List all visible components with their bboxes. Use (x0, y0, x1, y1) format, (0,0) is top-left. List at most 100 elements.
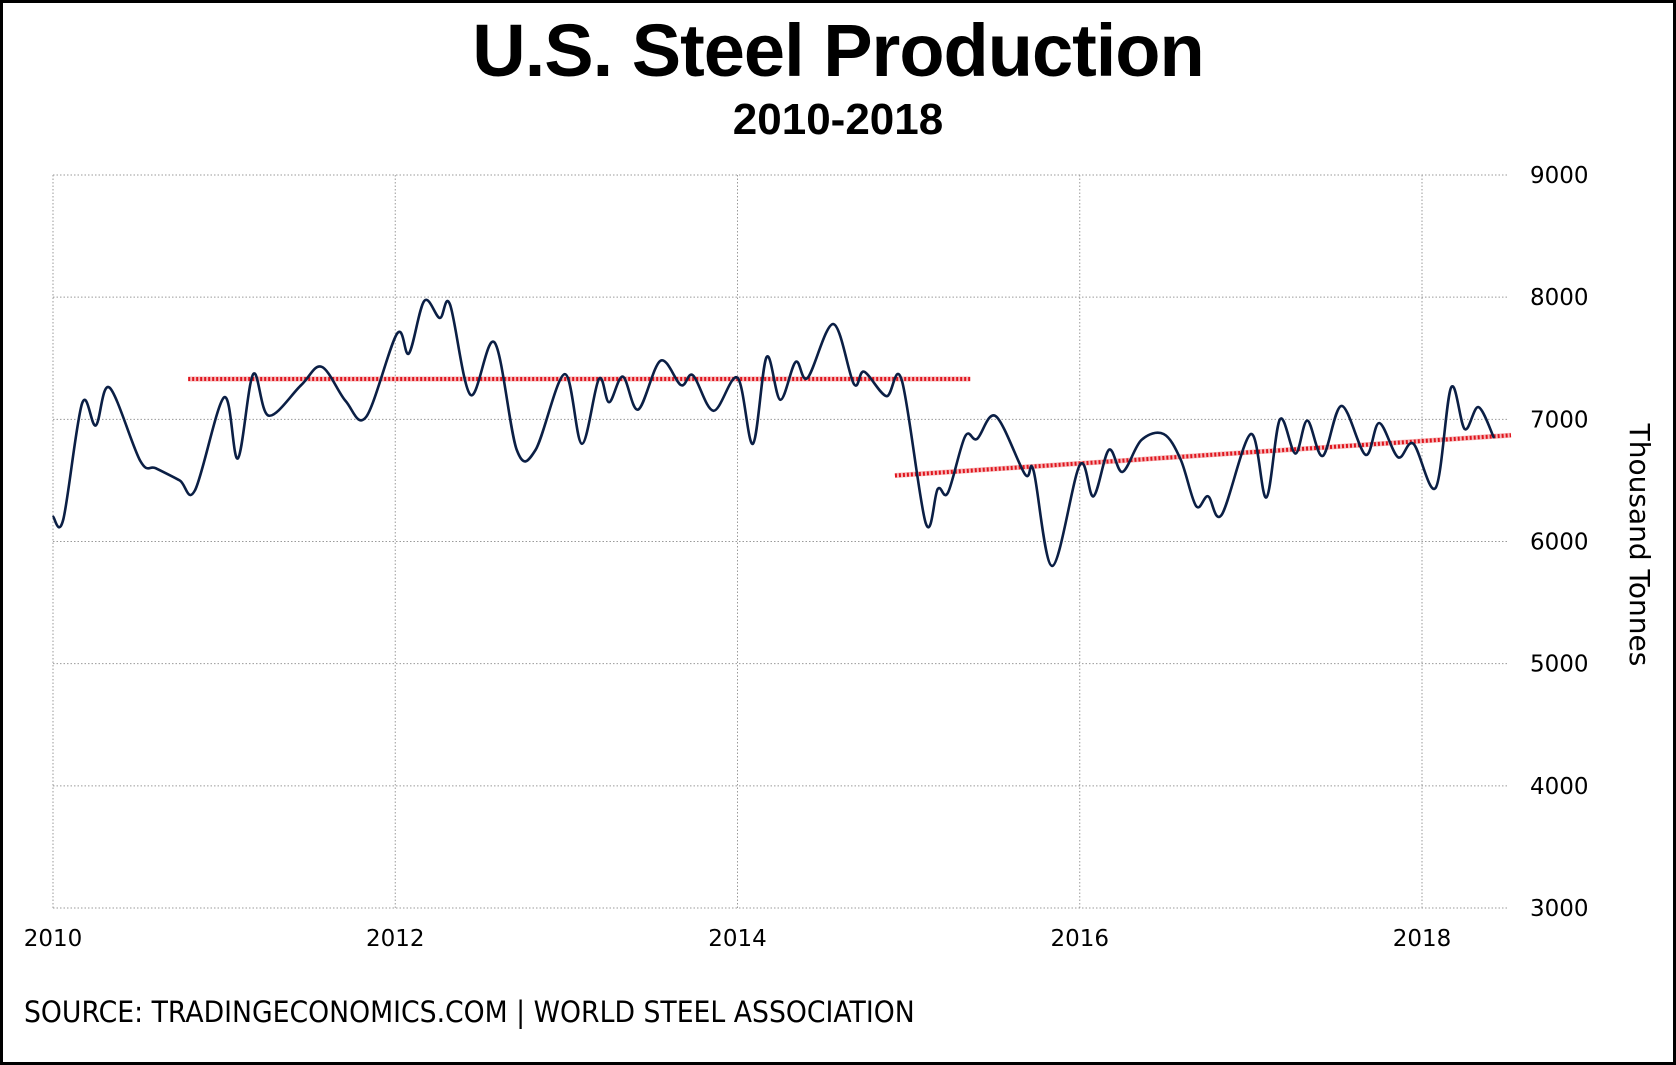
data-point (752, 442, 754, 445)
data-point (1493, 436, 1495, 439)
data-point (659, 359, 662, 362)
data-point (1279, 418, 1281, 421)
data-point (622, 375, 624, 378)
data-point (832, 323, 835, 325)
y-tick-label: 3000 (1530, 896, 1589, 922)
data-point (252, 373, 255, 375)
data-point (580, 442, 583, 445)
data-point (62, 518, 65, 521)
data-point (1032, 469, 1035, 472)
data-point (408, 352, 410, 355)
y-tick-label: 9000 (1530, 163, 1589, 189)
data-point (853, 383, 855, 385)
data-point (493, 341, 496, 344)
data-point (794, 361, 797, 363)
data-point (1364, 453, 1367, 456)
data-point (637, 408, 640, 411)
data-point (936, 488, 939, 490)
data-point (194, 489, 196, 491)
data-point (1321, 455, 1324, 457)
gridlines (52, 174, 1508, 909)
data-point (712, 409, 715, 412)
data-point (736, 376, 739, 379)
data-point (1078, 464, 1081, 466)
data-point (1051, 565, 1054, 567)
trend-2015-2018 (894, 433, 1512, 478)
data-point (139, 460, 142, 462)
data-point (1265, 496, 1268, 499)
data-point (1294, 452, 1297, 455)
y-tick-label: 6000 (1530, 530, 1589, 556)
data-point (534, 449, 537, 451)
data-point (1412, 442, 1415, 445)
data-point (344, 400, 347, 402)
data-point (995, 415, 997, 418)
data-point (320, 366, 323, 368)
data-point (1220, 513, 1223, 516)
data-point (692, 374, 694, 377)
source-note: SOURCE: TRADINGECONOMICS.COM | WORLD STE… (24, 995, 915, 1029)
data-point (52, 515, 54, 518)
data-point (1207, 495, 1209, 498)
y-axis-label: Thousand Tonnes (1623, 423, 1656, 667)
chart-title: U.S. Steel Production (472, 9, 1204, 92)
data-point (885, 395, 888, 397)
trend-lines (188, 376, 1512, 479)
data-point (1024, 473, 1026, 476)
data-point (396, 333, 398, 335)
data-point (1434, 486, 1437, 489)
data-point (1450, 386, 1452, 389)
data-point (863, 370, 865, 373)
y-tick-label: 7000 (1530, 407, 1589, 433)
data-point (563, 373, 566, 375)
data-point (154, 467, 157, 470)
chart-subtitle: 2010-2018 (732, 95, 944, 144)
data-point (1162, 433, 1165, 435)
data-point (1195, 505, 1197, 507)
x-tick-label: 2014 (708, 926, 767, 952)
y-axis: 3000 4000 5000 6000 7000 8000 9000 (1530, 163, 1589, 922)
y-tick-label: 4000 (1530, 774, 1589, 800)
series-line (51, 298, 1496, 568)
data-point (1340, 405, 1343, 407)
data-point (900, 379, 903, 382)
data-point (598, 378, 600, 380)
data-point (765, 356, 768, 358)
data-point (1108, 449, 1110, 451)
data-point (1306, 419, 1309, 422)
data-point (178, 479, 181, 482)
data-point (515, 449, 518, 451)
y-tick-label: 5000 (1530, 652, 1589, 678)
y-tick-label: 8000 (1530, 285, 1589, 311)
data-point (1179, 458, 1182, 461)
data-point (779, 398, 782, 401)
data-point (1378, 422, 1381, 424)
x-tick-label: 2012 (366, 926, 425, 952)
data-point (237, 457, 239, 460)
data-point (438, 317, 441, 319)
data-point (1477, 406, 1480, 408)
data-point (1092, 495, 1095, 498)
data-point (924, 522, 927, 524)
x-tick-label: 2010 (24, 926, 83, 952)
data-point (469, 394, 472, 396)
data-point (947, 491, 949, 494)
data-point (964, 435, 966, 438)
data-point (81, 402, 83, 405)
data-point (365, 416, 367, 418)
series-group (51, 298, 1496, 568)
data-point (806, 376, 809, 379)
data-point (976, 438, 978, 440)
data-point (223, 396, 225, 399)
data-point (94, 424, 97, 427)
data-point (423, 300, 426, 302)
data-point (1397, 456, 1399, 459)
data-point (267, 414, 270, 417)
data-point (1121, 471, 1124, 473)
data-point (108, 386, 111, 389)
data-point (1140, 439, 1143, 441)
data-point (449, 303, 451, 306)
data-point (608, 401, 610, 404)
